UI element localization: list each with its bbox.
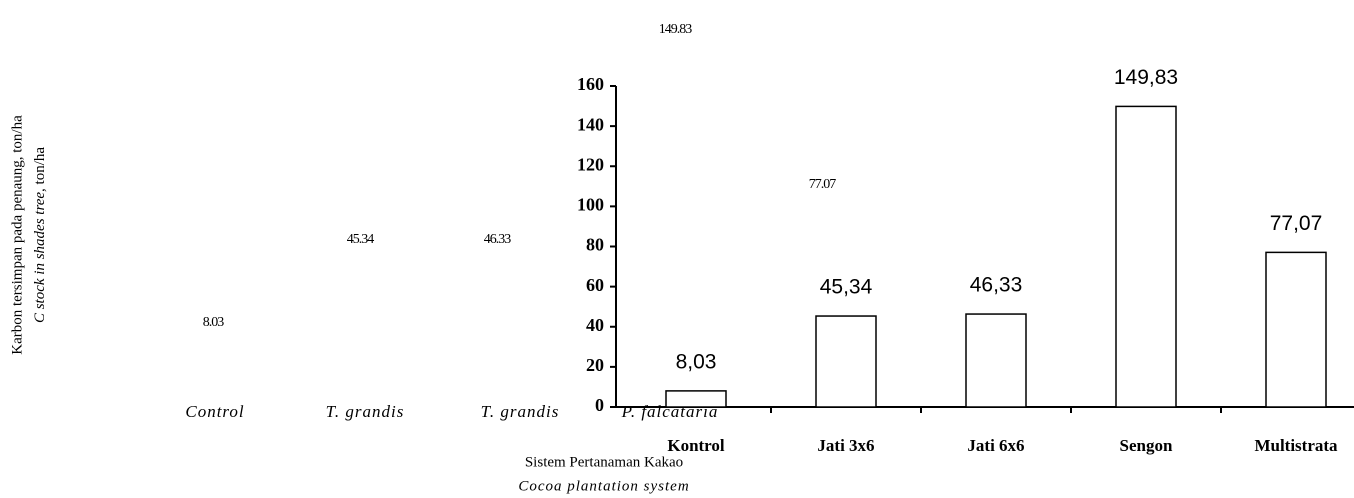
x-tick-label: Multistrata [1254,436,1338,455]
overlay-label: 45.34 [347,232,375,247]
value-label: 8,03 [676,350,717,373]
x-tick-label-en: Control [185,402,244,421]
y-tick-label: 80 [586,235,604,255]
x-tick-label: Jati 6x6 [967,436,1024,455]
value-label: 45,34 [820,276,873,299]
bar [665,390,727,408]
y-tick-label: 60 [586,275,604,295]
y-tick-label: 140 [577,114,604,134]
y-axis-title: Karbon tersimpan pada penaung, ton/ha [9,115,25,355]
y-axis-title-en: C stock in shades tree, ton/ha [32,147,48,323]
bar [1115,105,1177,408]
bar [1265,251,1327,408]
x-tick-label: Jati 3x6 [817,436,874,455]
y-tick-label: 160 [577,74,604,94]
value-label: 77,07 [1270,212,1323,235]
y-tick-label: 100 [577,195,604,215]
overlay-label: 46.33 [484,232,512,247]
value-label: 149,83 [1114,66,1178,89]
bar [815,315,877,408]
overlay-label: 77.07 [809,177,837,192]
x-tick-label: Sengon [1120,436,1173,455]
x-tick-label-en: T. grandis [326,402,405,421]
bar [965,313,1027,408]
y-axis-title-en-text: C stock in shades tree, [32,188,48,323]
y-tick-label: 120 [577,154,604,174]
overlay-label: 149.83 [659,22,693,37]
x-tick-label-en: T. grandis [481,402,560,421]
y-tick-label: 20 [586,355,604,375]
x-axis-title: Sistem Pertanaman Kakao [525,454,683,470]
overlay-label: 8.03 [203,315,225,330]
y-tick-label: 0 [595,395,604,415]
y-tick-label: 40 [586,315,604,335]
value-label: 46,33 [970,274,1023,297]
x-axis-title-en: Cocoa plantation system [518,478,689,494]
y-axis-title-unit: ton/ha [32,147,48,185]
x-tick-label: Kontrol [667,436,725,455]
